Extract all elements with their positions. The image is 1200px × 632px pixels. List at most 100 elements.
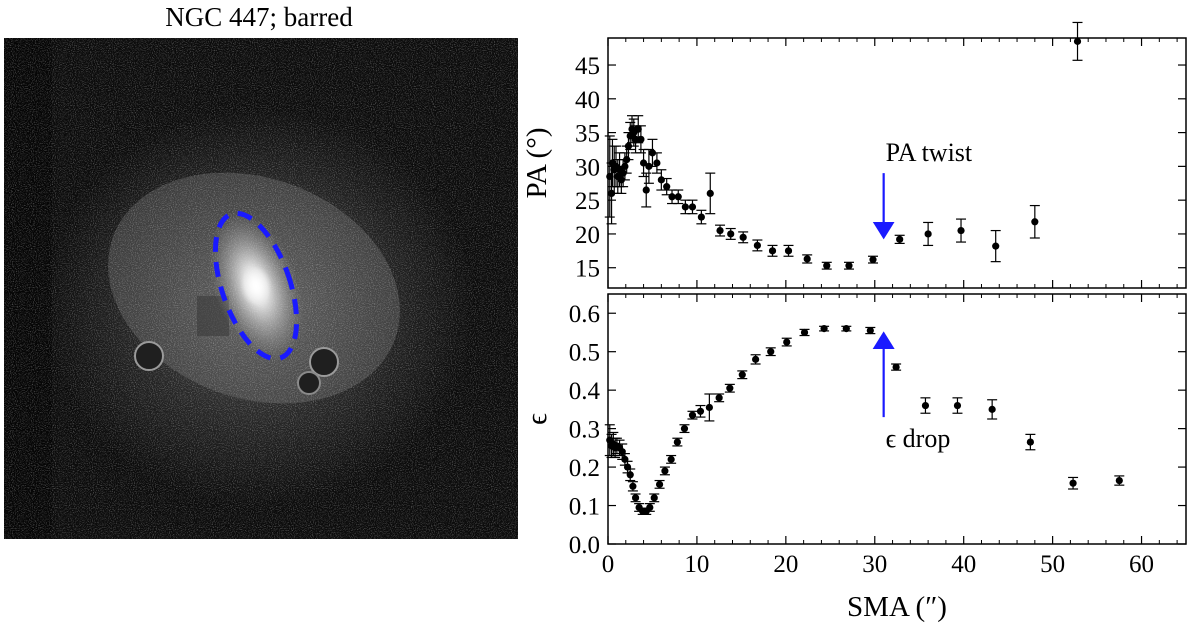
galaxy-image: [4, 38, 518, 539]
y-tick-label: 0.5: [569, 340, 600, 367]
y-tick-label: 0.2: [569, 455, 600, 482]
marker: [667, 455, 675, 463]
data-point: [659, 466, 670, 476]
marker: [637, 135, 645, 143]
data-point: [891, 363, 902, 371]
marker: [784, 247, 793, 255]
data-point: [715, 224, 726, 237]
marker: [803, 255, 811, 263]
marker: [921, 401, 930, 410]
data-point: [783, 244, 794, 257]
plot-frame: [607, 293, 1187, 545]
y-tick-label: 35: [575, 121, 600, 148]
marker: [680, 425, 689, 433]
marker: [800, 328, 809, 337]
marker: [924, 230, 932, 238]
marker: [869, 256, 877, 264]
marker: [767, 348, 775, 356]
x-tick-label: 30: [862, 551, 887, 578]
data-point: [672, 437, 683, 447]
marker: [650, 494, 658, 502]
data-point: [894, 234, 905, 245]
marker: [634, 125, 642, 133]
marker: [629, 482, 637, 490]
marker: [706, 189, 714, 198]
marker: [716, 226, 724, 235]
marker: [992, 242, 1000, 250]
data-point: [799, 328, 810, 337]
data-point: [630, 493, 641, 503]
marker: [842, 325, 850, 333]
data-point: [667, 189, 678, 205]
data-point: [752, 239, 763, 252]
marker: [1115, 476, 1123, 485]
data-point: [737, 370, 748, 380]
marker: [896, 235, 904, 243]
marker: [653, 159, 661, 167]
data-point: [1025, 433, 1036, 451]
marker: [639, 159, 648, 167]
data-point: [767, 244, 778, 257]
data-point: [865, 326, 876, 335]
marker: [753, 241, 761, 250]
data-point: [750, 354, 761, 365]
y-tick-label: 0.4: [569, 378, 601, 405]
x-tick-label: 50: [1040, 551, 1065, 578]
marker: [726, 384, 734, 392]
x-tick-label: 60: [1129, 551, 1154, 578]
marker: [820, 325, 828, 333]
data-point: [704, 393, 715, 422]
marker: [892, 363, 900, 371]
data-point: [666, 454, 677, 464]
bar-ellipse: [212, 210, 300, 362]
galaxy-hole: [297, 371, 321, 395]
marker: [642, 186, 650, 194]
marker: [657, 176, 665, 184]
x-tick-label: 0: [602, 551, 615, 578]
y-tick-label: 25: [575, 188, 600, 215]
data-point: [952, 397, 963, 414]
data-point: [687, 199, 698, 215]
data-point: [625, 468, 636, 482]
data-point: [843, 261, 854, 270]
data-point: [738, 231, 749, 244]
data-point: [705, 172, 716, 215]
data-point: [622, 460, 633, 474]
y-tick-label: 40: [575, 87, 600, 114]
data-point: [687, 410, 698, 420]
data-point: [765, 347, 776, 357]
data-point: [821, 261, 832, 270]
data-point: [920, 397, 931, 414]
marker: [988, 405, 996, 413]
y-tick-label: 45: [575, 53, 600, 80]
annotation-label: PA twist: [886, 138, 973, 167]
marker: [688, 203, 697, 211]
y-axis-label: ϵ: [521, 413, 553, 425]
y-tick-label: 0.6: [569, 301, 600, 328]
y-tick-label: 30: [575, 154, 600, 181]
marker: [715, 394, 723, 402]
x-tick-label: 40: [951, 551, 976, 578]
chart-eps: 0 10 20 30 40 50 60 0.0 0.1 0.2 0.3 0.4 0.5 0.6 ϵ SMA (…: [521, 293, 1187, 623]
data-point: [867, 255, 878, 264]
data-point: [987, 399, 998, 420]
data-point: [679, 424, 690, 434]
marker: [738, 371, 746, 379]
galaxy-hole: [309, 347, 339, 377]
marker: [705, 403, 713, 412]
marker: [673, 438, 681, 446]
marker: [783, 338, 791, 346]
y-tick-label: 0.0: [569, 532, 600, 559]
x-axis-label: SMA (″): [847, 591, 947, 623]
marker: [621, 162, 629, 170]
data-point: [781, 337, 792, 347]
marker: [845, 262, 853, 270]
marker: [1031, 218, 1039, 226]
annotation-label: ϵ drop: [886, 424, 951, 453]
marker: [668, 193, 676, 201]
data-point: [1114, 475, 1125, 486]
marker: [688, 411, 697, 419]
galaxy-core: [240, 266, 272, 306]
marker: [646, 503, 654, 512]
